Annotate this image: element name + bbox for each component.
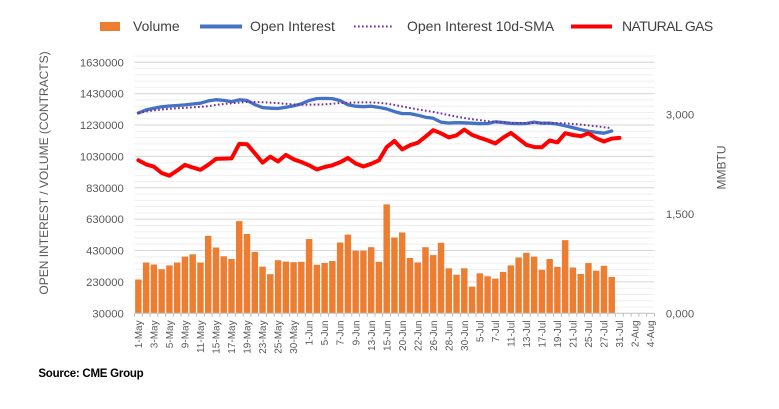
svg-text:25-May: 25-May bbox=[274, 320, 285, 353]
svg-text:1430000: 1430000 bbox=[80, 89, 124, 101]
svg-text:13-Jun: 13-Jun bbox=[367, 320, 378, 351]
svg-text:5-May: 5-May bbox=[165, 320, 176, 348]
svg-text:5-Jul: 5-Jul bbox=[475, 320, 486, 342]
svg-text:31-Jul: 31-Jul bbox=[615, 320, 626, 347]
svg-text:27-Jul: 27-Jul bbox=[600, 320, 611, 347]
svg-text:17-Jul: 17-Jul bbox=[537, 320, 548, 347]
svg-text:19-May: 19-May bbox=[243, 320, 254, 353]
svg-text:Source: CME Group: Source: CME Group bbox=[38, 368, 143, 380]
svg-text:1030000: 1030000 bbox=[80, 151, 124, 163]
svg-text:1-May: 1-May bbox=[134, 320, 145, 348]
svg-text:22-Jun: 22-Jun bbox=[413, 320, 424, 351]
svg-text:4-Aug: 4-Aug bbox=[646, 320, 657, 347]
svg-text:30-May: 30-May bbox=[289, 320, 300, 353]
svg-text:0,000: 0,000 bbox=[666, 308, 694, 320]
svg-text:MMBTU: MMBTU bbox=[715, 146, 729, 190]
svg-text:1,500: 1,500 bbox=[666, 209, 694, 221]
svg-text:830000: 830000 bbox=[86, 183, 124, 195]
svg-text:7-Jun: 7-Jun bbox=[336, 320, 347, 345]
svg-text:21-Jul: 21-Jul bbox=[569, 320, 580, 347]
svg-text:11-Jul: 11-Jul bbox=[506, 320, 517, 347]
svg-text:Volume: Volume bbox=[133, 18, 180, 34]
svg-text:7-Jul: 7-Jul bbox=[491, 320, 502, 342]
svg-text:15-Jun: 15-Jun bbox=[382, 320, 393, 351]
svg-text:630000: 630000 bbox=[86, 214, 124, 226]
svg-text:11-May: 11-May bbox=[196, 320, 207, 353]
svg-text:13-Jul: 13-Jul bbox=[522, 320, 533, 347]
svg-text:9-May: 9-May bbox=[181, 320, 192, 348]
svg-text:30-Jun: 30-Jun bbox=[460, 320, 471, 351]
svg-text:3,000: 3,000 bbox=[666, 110, 694, 122]
svg-text:1630000: 1630000 bbox=[80, 57, 124, 69]
svg-text:NATURAL GAS: NATURAL GAS bbox=[622, 18, 713, 34]
svg-text:Open Interest: Open Interest bbox=[250, 18, 335, 34]
svg-text:28-Jun: 28-Jun bbox=[444, 320, 455, 351]
svg-text:23-May: 23-May bbox=[258, 320, 269, 353]
svg-text:9-Jun: 9-Jun bbox=[351, 320, 362, 345]
svg-text:OPEN INTEREST / VOLUME (CONTRA: OPEN INTEREST / VOLUME (CONTRACTS) bbox=[37, 51, 51, 294]
svg-text:230000: 230000 bbox=[86, 277, 124, 289]
svg-text:1230000: 1230000 bbox=[80, 120, 124, 132]
svg-text:26-Jun: 26-Jun bbox=[429, 320, 440, 351]
svg-text:19-Jul: 19-Jul bbox=[553, 320, 564, 347]
svg-text:20-Jun: 20-Jun bbox=[398, 320, 409, 351]
svg-text:15-May: 15-May bbox=[212, 320, 223, 353]
svg-text:2-Aug: 2-Aug bbox=[631, 320, 642, 347]
svg-text:17-May: 17-May bbox=[227, 320, 238, 353]
svg-text:25-Jul: 25-Jul bbox=[584, 320, 595, 347]
svg-text:30000: 30000 bbox=[92, 308, 123, 320]
svg-text:3-May: 3-May bbox=[150, 320, 161, 348]
svg-text:Open Interest 10d-SMA: Open Interest 10d-SMA bbox=[407, 18, 555, 34]
svg-text:5-Jun: 5-Jun bbox=[320, 320, 331, 345]
svg-text:430000: 430000 bbox=[86, 246, 124, 258]
svg-text:1-Jun: 1-Jun bbox=[305, 320, 316, 345]
